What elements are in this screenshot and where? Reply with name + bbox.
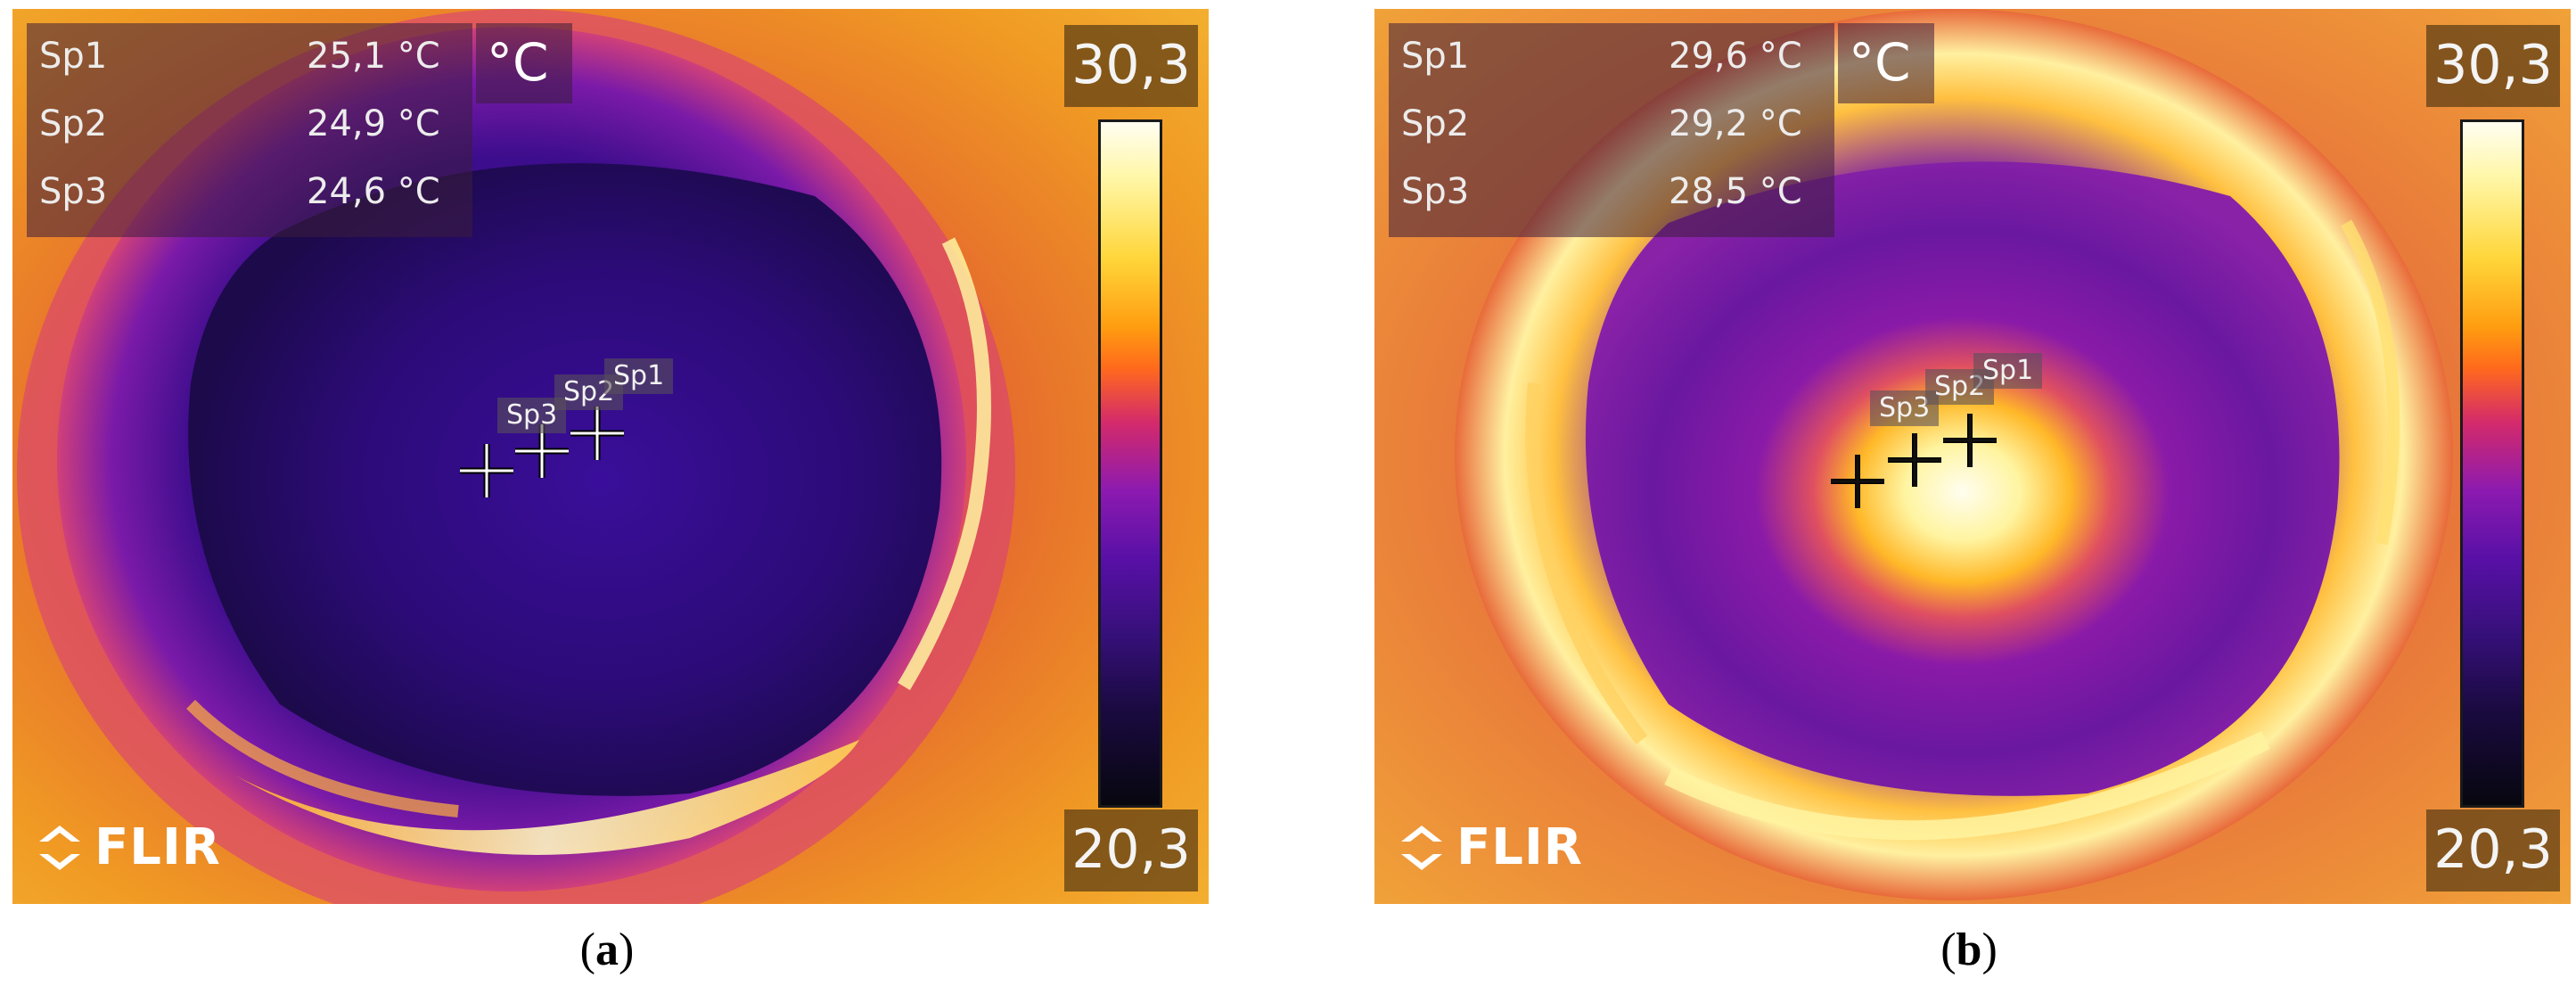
thermal-image-a: Sp1 25,1 °C Sp2 24,9 °C Sp3 24,6 °C °C 3… [12, 9, 1209, 904]
thermal-field-a [12, 9, 1209, 904]
spot-marker-sp3 [455, 439, 519, 503]
crosshair-icon [570, 407, 624, 460]
readout-value: 29,6 °C [1669, 36, 1802, 77]
readout-value: 24,9 °C [307, 103, 440, 144]
flir-logo-icon [1401, 826, 1442, 870]
crosshair-icon [1943, 414, 1997, 467]
thermal-panel-a: Sp1 25,1 °C Sp2 24,9 °C Sp3 24,6 °C °C 3… [0, 0, 1214, 986]
spot-marker-sp2 [510, 419, 574, 483]
spot-tag-sp1: Sp1 [604, 358, 674, 394]
readout-row-sp2: Sp2 29,2 °C [1389, 91, 1834, 159]
caption-a: (a) [579, 924, 635, 975]
unit-label: °C [487, 32, 549, 93]
scale-min-value: 20,3 [2433, 818, 2553, 881]
thermal-image-b: Sp1 29,6 °C Sp2 29,2 °C Sp3 28,5 °C °C 3… [1374, 9, 2571, 904]
readout-label: Sp2 [39, 103, 108, 144]
readout-row-sp3: Sp3 24,6 °C [27, 159, 472, 226]
spot-marker-sp1 [1938, 408, 2002, 472]
readout-value: 24,6 °C [307, 171, 440, 212]
readout-value: 28,5 °C [1669, 171, 1802, 212]
caption-letter: a [595, 924, 619, 975]
unit-indicator: °C [1838, 23, 1934, 103]
readout-label: Sp3 [39, 171, 108, 212]
readout-value: 29,2 °C [1669, 103, 1802, 144]
spot-readout-panel: Sp1 25,1 °C Sp2 24,9 °C Sp3 24,6 °C [27, 23, 472, 237]
flir-logo-text: FLIR [94, 818, 221, 876]
readout-label: Sp1 [39, 36, 108, 77]
spot-tag-sp3: Sp3 [497, 398, 567, 433]
scale-min-box: 20,3 [2426, 809, 2560, 892]
scale-max-box: 30,3 [1064, 25, 1198, 107]
spot-readout-panel: Sp1 29,6 °C Sp2 29,2 °C Sp3 28,5 °C [1389, 23, 1834, 237]
temperature-colorbar [1098, 119, 1162, 808]
unit-label: °C [1849, 32, 1911, 93]
thermal-panel-b: Sp1 29,6 °C Sp2 29,2 °C Sp3 28,5 °C °C 3… [1362, 0, 2576, 986]
caption-letter: b [1956, 924, 1982, 975]
readout-label: Sp3 [1401, 171, 1470, 212]
caption-b: (b) [1940, 924, 1998, 975]
unit-indicator: °C [476, 23, 572, 103]
spot-marker-sp1 [565, 401, 629, 465]
scale-max-value: 30,3 [1071, 34, 1191, 96]
readout-label: Sp2 [1401, 103, 1470, 144]
flir-logo-icon [39, 826, 80, 870]
readout-row-sp2: Sp2 24,9 °C [27, 91, 472, 159]
spot-marker-sp3 [1825, 449, 1890, 514]
scale-max-box: 30,3 [2426, 25, 2560, 107]
flir-logo-text: FLIR [1456, 818, 1583, 876]
crosshair-icon [1831, 455, 1884, 508]
readout-row-sp3: Sp3 28,5 °C [1389, 159, 1834, 226]
readout-value: 25,1 °C [307, 36, 440, 77]
crosshair-icon [515, 424, 569, 478]
readout-row-sp1: Sp1 25,1 °C [27, 23, 472, 91]
readout-row-sp1: Sp1 29,6 °C [1389, 23, 1834, 91]
spot-tag-sp1: Sp1 [1973, 353, 2043, 389]
spot-marker-sp2 [1883, 428, 1947, 492]
crosshair-icon [460, 444, 513, 497]
scale-min-value: 20,3 [1071, 818, 1191, 881]
scale-min-box: 20,3 [1064, 809, 1198, 892]
scale-max-value: 30,3 [2433, 34, 2553, 96]
crosshair-icon [1888, 433, 1941, 487]
readout-label: Sp1 [1401, 36, 1470, 77]
temperature-colorbar [2460, 119, 2524, 808]
